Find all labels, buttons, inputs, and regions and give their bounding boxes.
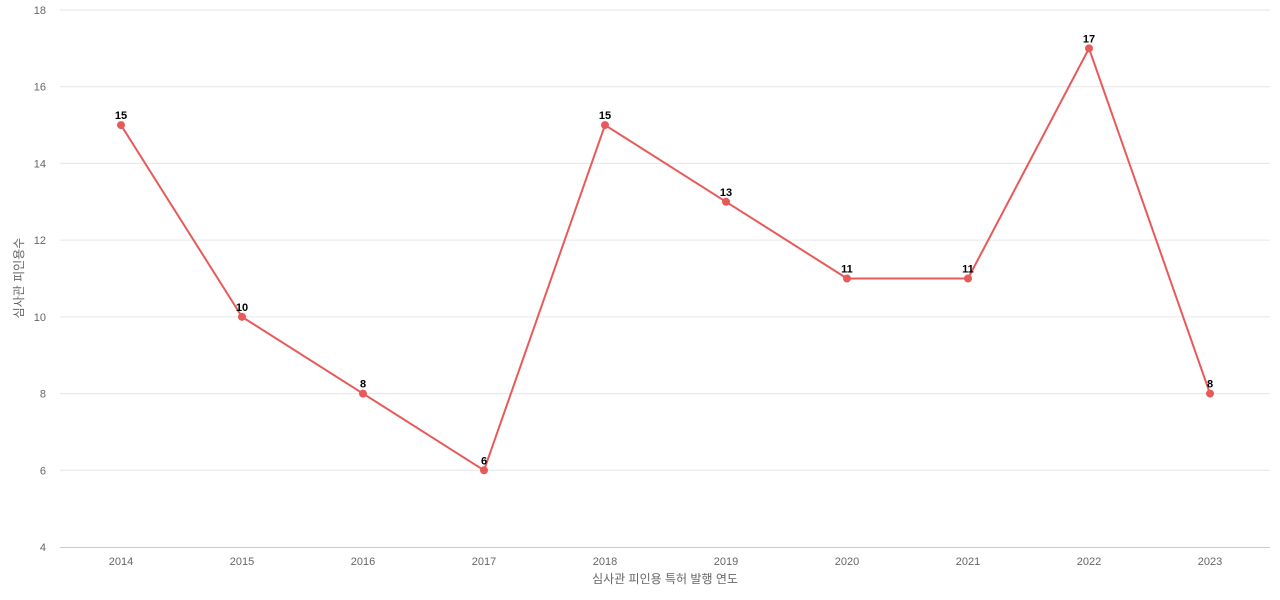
- x-tick-labels: 2014 2015 2016 2017 2018 2019 2020 2021 2022 2023: [109, 556, 1222, 568]
- series-group: 15 10 8 6 15 13 11 11 17 8: [115, 33, 1214, 475]
- data-label: 15: [115, 110, 127, 122]
- data-label: 11: [841, 264, 853, 276]
- x-tick-label: 2017: [472, 556, 496, 568]
- data-label: 10: [236, 302, 248, 314]
- data-point[interactable]: [1085, 44, 1093, 53]
- data-label: 13: [720, 187, 732, 199]
- y-tick-label: 16: [34, 82, 46, 94]
- x-tick-label: 2022: [1077, 556, 1101, 568]
- data-label: 8: [1207, 379, 1213, 391]
- x-tick-label: 2018: [593, 556, 617, 568]
- series-line: [120, 47, 1211, 472]
- data-point[interactable]: [964, 274, 972, 283]
- x-tick-label: 2020: [835, 556, 859, 568]
- axes: 심사관 피인용 특허 발행 연도 심사관 피인용수: [12, 238, 1270, 586]
- y-tick-label: 14: [34, 158, 46, 170]
- data-point[interactable]: [843, 274, 851, 283]
- data-point[interactable]: [722, 197, 730, 206]
- y-tick-label: 4: [40, 542, 46, 554]
- data-label: 11: [962, 264, 974, 276]
- y-tick-label: 18: [34, 5, 46, 17]
- x-tick-label: 2023: [1198, 556, 1222, 568]
- y-tick-labels: 4 6 8 10 12 14 16 18: [34, 5, 46, 554]
- data-point[interactable]: [359, 389, 367, 398]
- y-tick-label: 12: [34, 235, 46, 247]
- data-label: 6: [481, 455, 487, 467]
- x-tick-label: 2015: [230, 556, 254, 568]
- series-0: 15 10 8 6 15 13 11 11 17 8: [115, 33, 1214, 475]
- data-label: 17: [1083, 33, 1095, 45]
- data-point[interactable]: [480, 466, 488, 475]
- data-label: 8: [360, 379, 366, 391]
- x-tick-label: 2019: [714, 556, 738, 568]
- grid-lines: [60, 9, 1270, 471]
- y-axis-title: 심사관 피인용수: [12, 238, 26, 319]
- x-tick-label: 2014: [109, 556, 133, 568]
- data-point[interactable]: [1206, 389, 1214, 398]
- data-point[interactable]: [601, 121, 609, 130]
- x-tick-label: 2016: [351, 556, 375, 568]
- x-axis-title: 심사관 피인용 특허 발행 연도: [592, 571, 738, 586]
- y-tick-label: 10: [34, 312, 46, 324]
- data-point[interactable]: [117, 121, 125, 130]
- y-tick-label: 8: [40, 389, 46, 401]
- data-label: 15: [599, 110, 611, 122]
- data-point[interactable]: [238, 312, 246, 321]
- y-tick-label: 6: [40, 465, 46, 477]
- x-tick-label: 2021: [956, 556, 980, 568]
